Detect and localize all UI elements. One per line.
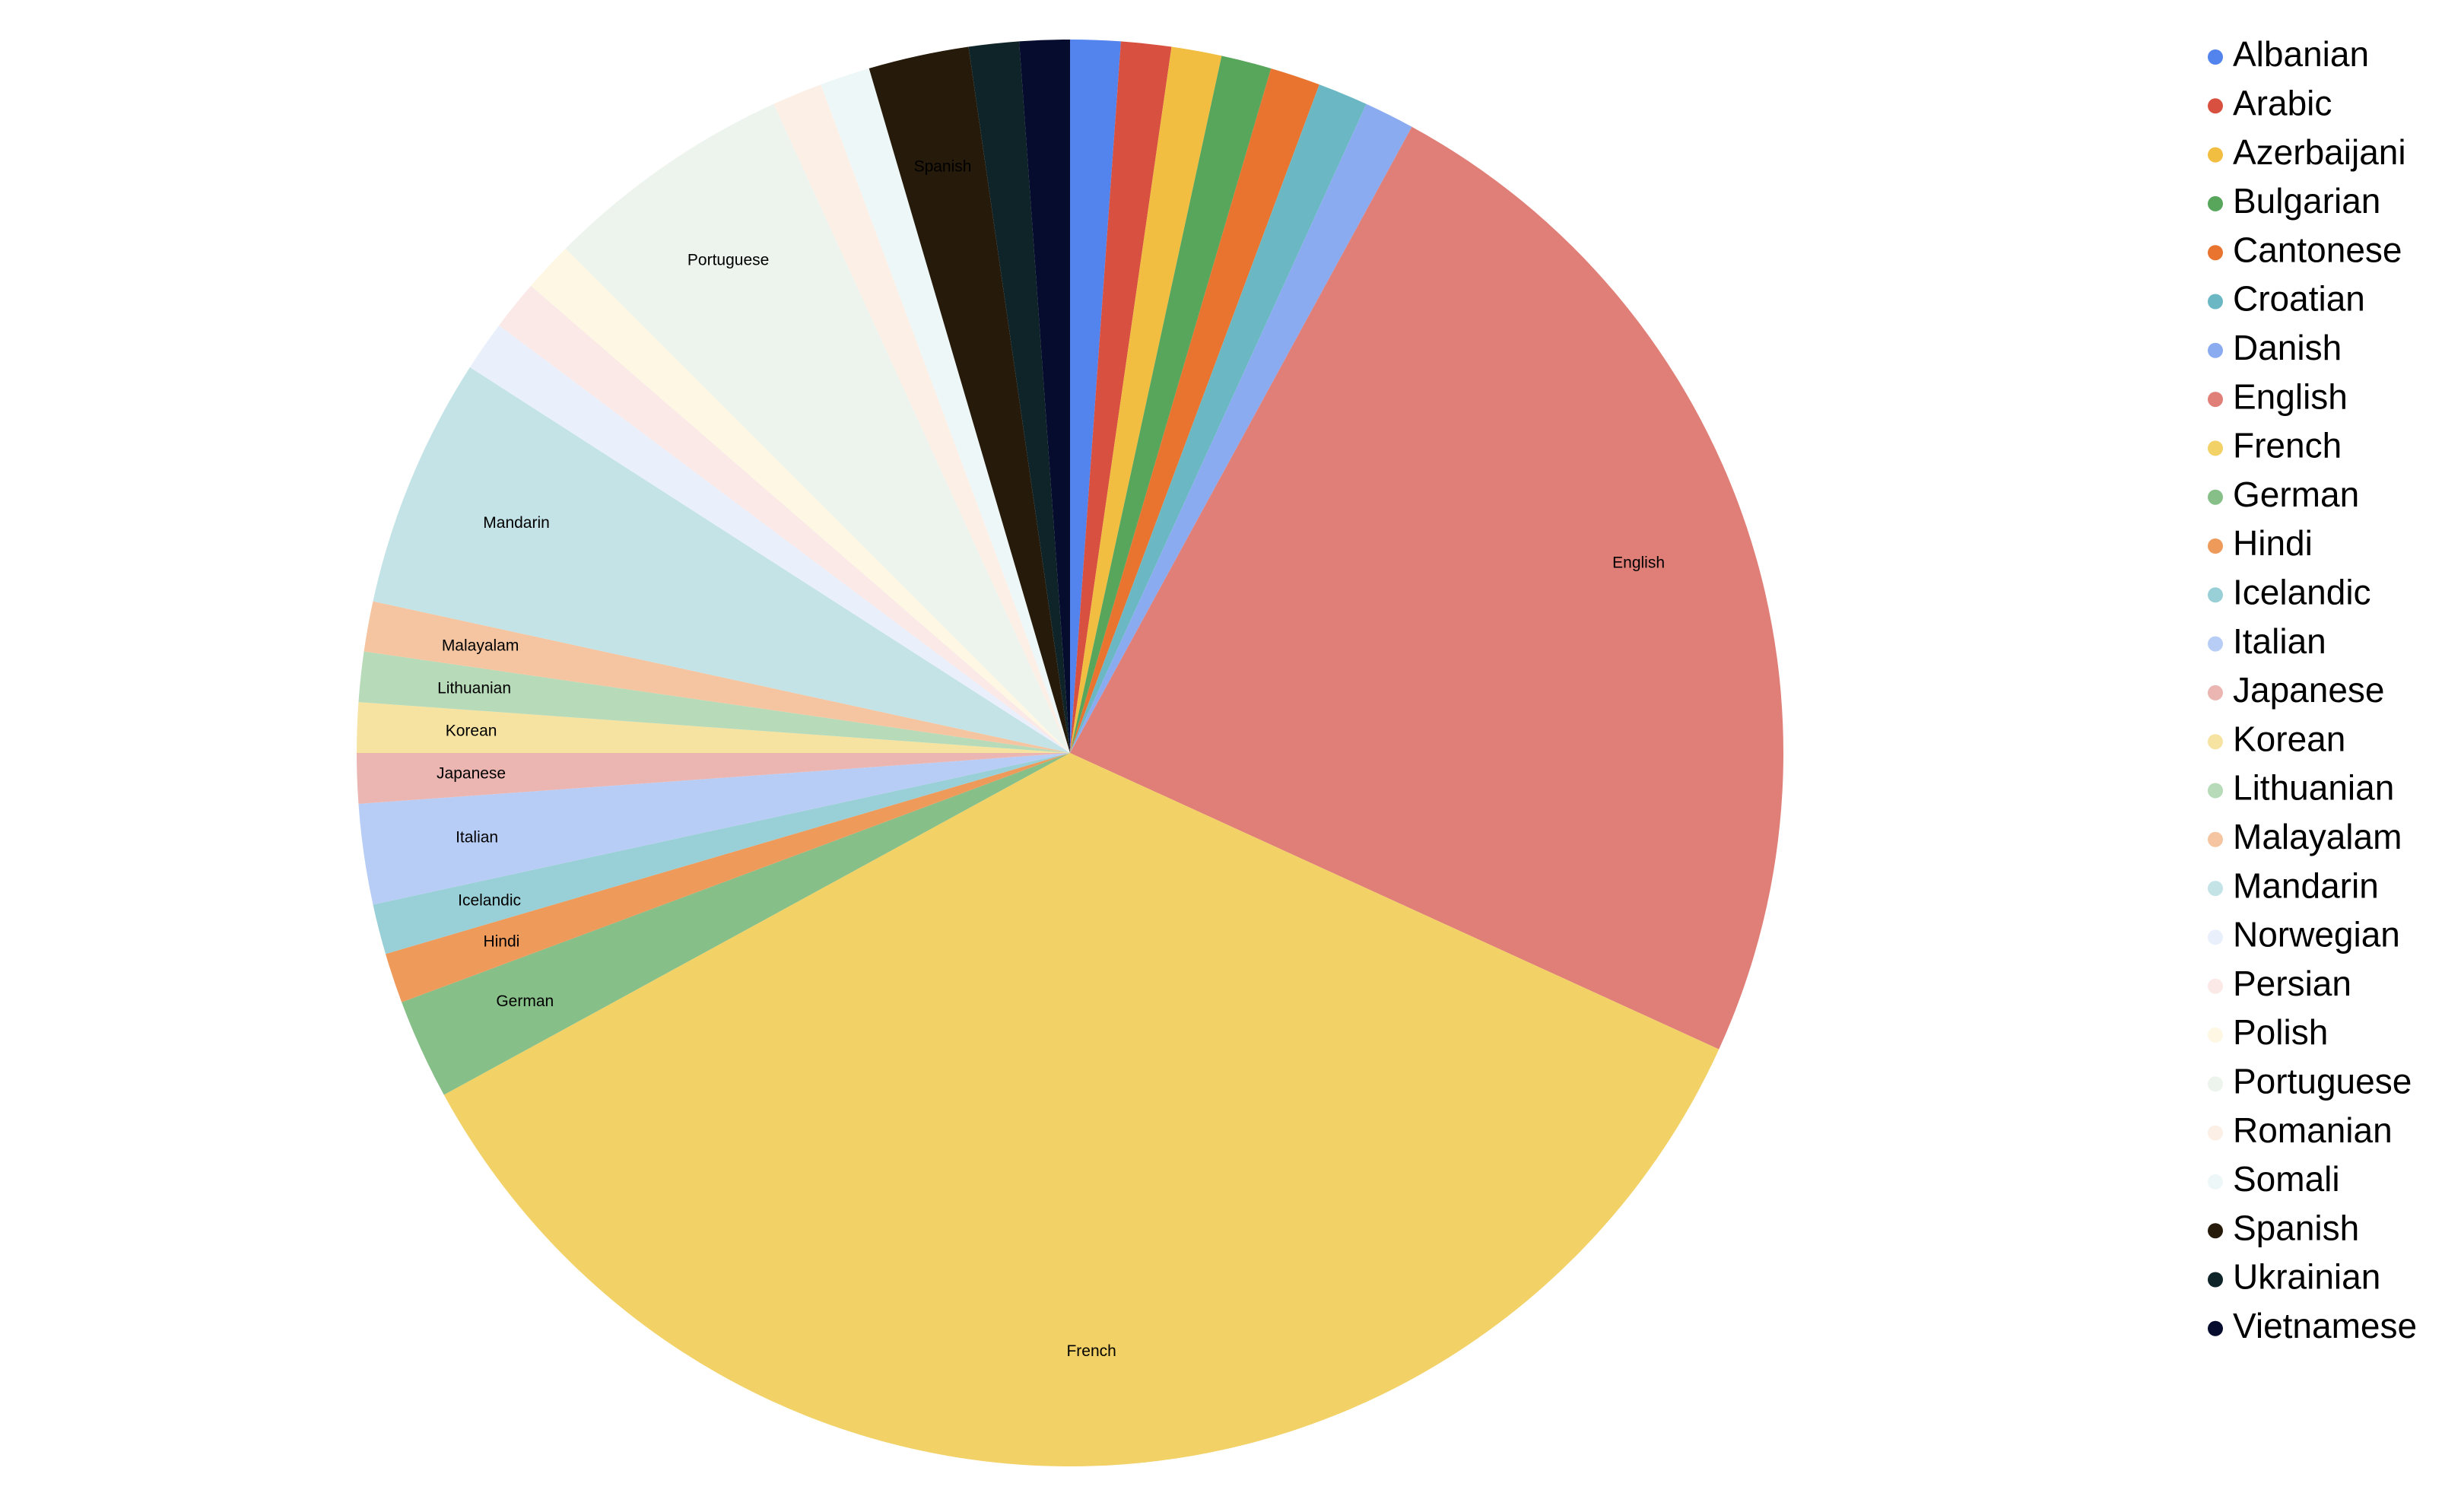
legend-marker (2208, 49, 2223, 65)
legend-marker (2208, 685, 2223, 700)
legend-marker (2208, 929, 2223, 945)
legend-label: Spanish (2233, 1208, 2359, 1247)
legend-marker (2208, 636, 2223, 652)
legend-label: Japanese (2233, 670, 2385, 710)
legend-label: Albanian (2233, 34, 2369, 74)
slice-label: German (496, 993, 554, 1010)
legend-marker (2208, 1223, 2223, 1239)
pie-slice (364, 601, 1070, 753)
legend-label: English (2233, 376, 2348, 416)
legend-label: Bulgarian (2233, 181, 2380, 221)
legend-marker (2208, 195, 2223, 211)
slice-label: Portuguese (687, 251, 769, 268)
legend-marker (2208, 1028, 2223, 1043)
legend-label: Italian (2233, 621, 2326, 661)
pie-slice (821, 68, 1070, 753)
legend-label: Cantonese (2233, 230, 2402, 269)
legend-marker (2208, 440, 2223, 456)
legend-marker (2208, 831, 2223, 847)
legend-label: French (2233, 426, 2342, 465)
pie-slice (1070, 46, 1222, 754)
pie-slice (1070, 56, 1272, 754)
pie-slice (868, 46, 1070, 754)
legend-label: Somali (2233, 1159, 2340, 1199)
legend-marker (2208, 294, 2223, 310)
pie-slice (373, 753, 1070, 955)
slice-label: Hindi (483, 932, 519, 950)
legend-label: Ukrainian (2233, 1257, 2380, 1297)
legend-label: German (2233, 475, 2359, 514)
pie-slice (373, 367, 1070, 753)
legend-label: Croatian (2233, 279, 2365, 319)
pie-slice (357, 702, 1070, 753)
pie-slice (531, 248, 1070, 753)
legend-label: Arabic (2233, 83, 2332, 122)
pie-slice (773, 84, 1070, 753)
legend-label: Persian (2233, 964, 2351, 1003)
pie-slice (357, 753, 1070, 804)
slice-label: Mandarin (483, 514, 550, 532)
pie-slice (1070, 103, 1412, 753)
legend-label: Hindi (2233, 523, 2313, 563)
legend-marker (2208, 98, 2223, 114)
legend-label: Romanian (2233, 1110, 2393, 1150)
pie-slice (1070, 68, 1319, 753)
legend-marker (2208, 734, 2223, 750)
slice-label: Malayalam (442, 637, 519, 655)
legend-label: Danish (2233, 328, 2342, 367)
legend-label: Korean (2233, 719, 2345, 758)
legend-marker (2208, 392, 2223, 408)
legend-label: Vietnamese (2233, 1306, 2417, 1345)
legend-label: Polish (2233, 1012, 2328, 1052)
legend-label: Norwegian (2233, 915, 2400, 955)
pie-slice (1070, 84, 1367, 753)
pie-slice (968, 41, 1070, 754)
pie-slice (358, 753, 1071, 905)
legend-marker (2208, 538, 2223, 554)
pie-slice (385, 753, 1070, 1002)
pie-slice (565, 103, 1070, 753)
legend-label: Icelandic (2233, 572, 2371, 611)
legend-label: Malayalam (2233, 817, 2402, 856)
legend-label: Lithuanian (2233, 768, 2394, 808)
slice-label: Icelandic (458, 891, 521, 909)
pie-slice (1070, 41, 1172, 754)
pie-slice (1019, 40, 1070, 753)
legend-marker (2208, 881, 2223, 897)
pie-slice (1070, 126, 1783, 1050)
slice-label: French (1066, 1342, 1116, 1360)
legend-marker (2208, 783, 2223, 799)
legend: Albanian Arabic Azerbaijani Bulgarian Canton… (2208, 34, 2417, 1345)
legend-marker (2208, 1174, 2223, 1190)
slice-label: Lithuanian (437, 679, 511, 697)
legend-marker (2208, 587, 2223, 603)
legend-marker (2208, 1076, 2223, 1092)
pie-slice (1070, 40, 1121, 753)
legend-label: Portuguese (2233, 1061, 2412, 1101)
legend-label: Azerbaijani (2233, 132, 2406, 172)
legend-marker (2208, 489, 2223, 505)
legend-marker (2208, 1125, 2223, 1141)
pie-slice (358, 651, 1071, 753)
slice-label: Japanese (437, 765, 506, 783)
legend-label: Mandarin (2233, 866, 2379, 905)
pie-slice (499, 285, 1070, 754)
slice-label: English (1612, 554, 1665, 572)
pie (357, 40, 1783, 1467)
legend-marker (2208, 978, 2223, 994)
legend-marker (2208, 1272, 2223, 1288)
slice-labels: English French German Hindi Icelandic Italian… (437, 158, 1665, 1360)
slice-label: Korean (446, 722, 497, 739)
legend-marker (2208, 147, 2223, 163)
pie-slice (469, 325, 1070, 753)
slice-label: Italian (456, 829, 498, 847)
legend-marker (2208, 342, 2223, 358)
pie-slice (402, 753, 1070, 1095)
slice-label: Spanish (914, 158, 972, 176)
legend-marker (2208, 1320, 2223, 1336)
pie-slice (443, 753, 1720, 1467)
legend-marker (2208, 245, 2223, 261)
